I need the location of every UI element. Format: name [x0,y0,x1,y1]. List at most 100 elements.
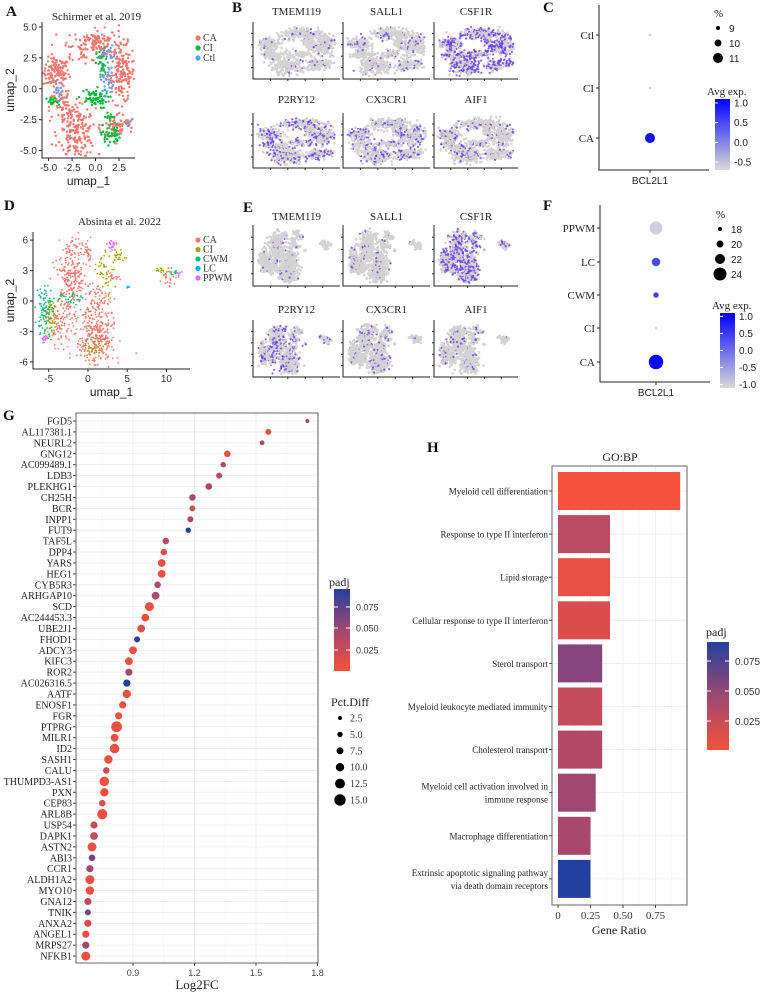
umap-point [113,115,116,119]
umap-point [94,268,96,271]
umap-point [59,304,62,306]
cell [373,52,377,56]
umap-point [45,323,47,325]
cell [366,67,370,71]
expressing-cell [283,38,287,41]
umap-point [108,68,111,71]
expressing-cell [487,57,490,60]
expressing-cell [512,61,515,64]
umap-point [126,118,129,122]
cell [362,62,366,66]
cell [303,39,306,42]
umap-point [126,286,129,289]
umap-point [83,251,86,254]
umap-point [91,340,94,343]
umap-point [39,296,42,299]
panel-label-b: B [232,0,242,16]
umap-point [69,45,73,49]
umap-point [44,297,46,299]
umap-point [111,99,115,103]
umap-point [73,333,76,336]
expressing-cell [455,74,458,77]
umap-point [77,340,80,342]
umap-point [78,39,82,42]
cell [445,56,449,59]
cell [330,50,334,53]
cell [298,35,302,39]
umap-point [71,317,73,319]
umap-point [87,310,90,313]
umap-point [75,97,78,101]
umap-point [99,264,102,267]
cell [274,64,277,68]
expressing-cell [346,43,349,46]
expressing-cell [412,51,415,54]
cell [314,33,318,37]
umap-point [63,324,66,327]
cell [329,41,332,45]
cell [507,49,510,52]
cell [269,48,273,51]
umap-point [117,130,120,133]
umap-point [82,117,85,121]
cell [459,71,463,75]
y-tick-label: -3 [19,327,28,338]
umap-point [36,289,39,292]
umap-point [77,231,80,234]
umap-point [77,254,80,257]
umap-point [78,276,80,278]
cell [415,47,418,50]
y-axis-label: umap_2 [3,278,17,322]
umap-point [116,44,119,47]
expressing-cell [500,44,503,48]
umap-point [84,62,87,65]
cell [463,52,466,56]
expressing-cell [473,28,476,32]
umap-point [122,259,124,262]
umap-point [101,328,104,331]
umap-point [167,267,170,270]
cell [401,45,405,48]
cell [422,65,426,69]
cell [479,50,483,53]
expressing-cell [494,67,497,70]
umap-point [113,132,116,135]
umap-point [99,78,103,82]
umap-point [60,270,63,273]
y-axis-label: umap_2 [3,68,17,112]
umap-point [120,65,123,69]
umap-point [62,148,65,151]
umap-point [93,351,96,354]
umap-point [90,339,93,341]
umap-point [66,243,68,246]
umap-point [160,269,162,272]
umap-point [106,273,108,275]
cell [384,64,388,67]
cell [259,47,262,50]
umap-point [99,273,101,276]
umap-point [126,56,130,60]
umap-point [44,339,46,341]
umap-point [91,321,93,324]
umap-point [53,331,56,334]
umap-point [90,100,94,104]
cell [282,56,286,59]
cell [292,28,295,32]
umap-point [109,95,112,98]
cell [315,66,319,69]
umap-point [46,81,50,84]
cell [369,61,372,64]
umap-point [69,111,72,115]
umap-point [97,363,99,366]
expressing-cell [362,43,365,46]
umap-point [117,122,120,125]
umap-point [86,135,89,138]
umap-point [63,310,66,312]
cell [400,69,403,73]
umap-point [115,278,118,280]
umap-point [65,307,68,310]
umap-point [96,96,99,100]
cell [319,31,323,35]
cell [412,43,415,46]
umap-point [79,354,82,357]
